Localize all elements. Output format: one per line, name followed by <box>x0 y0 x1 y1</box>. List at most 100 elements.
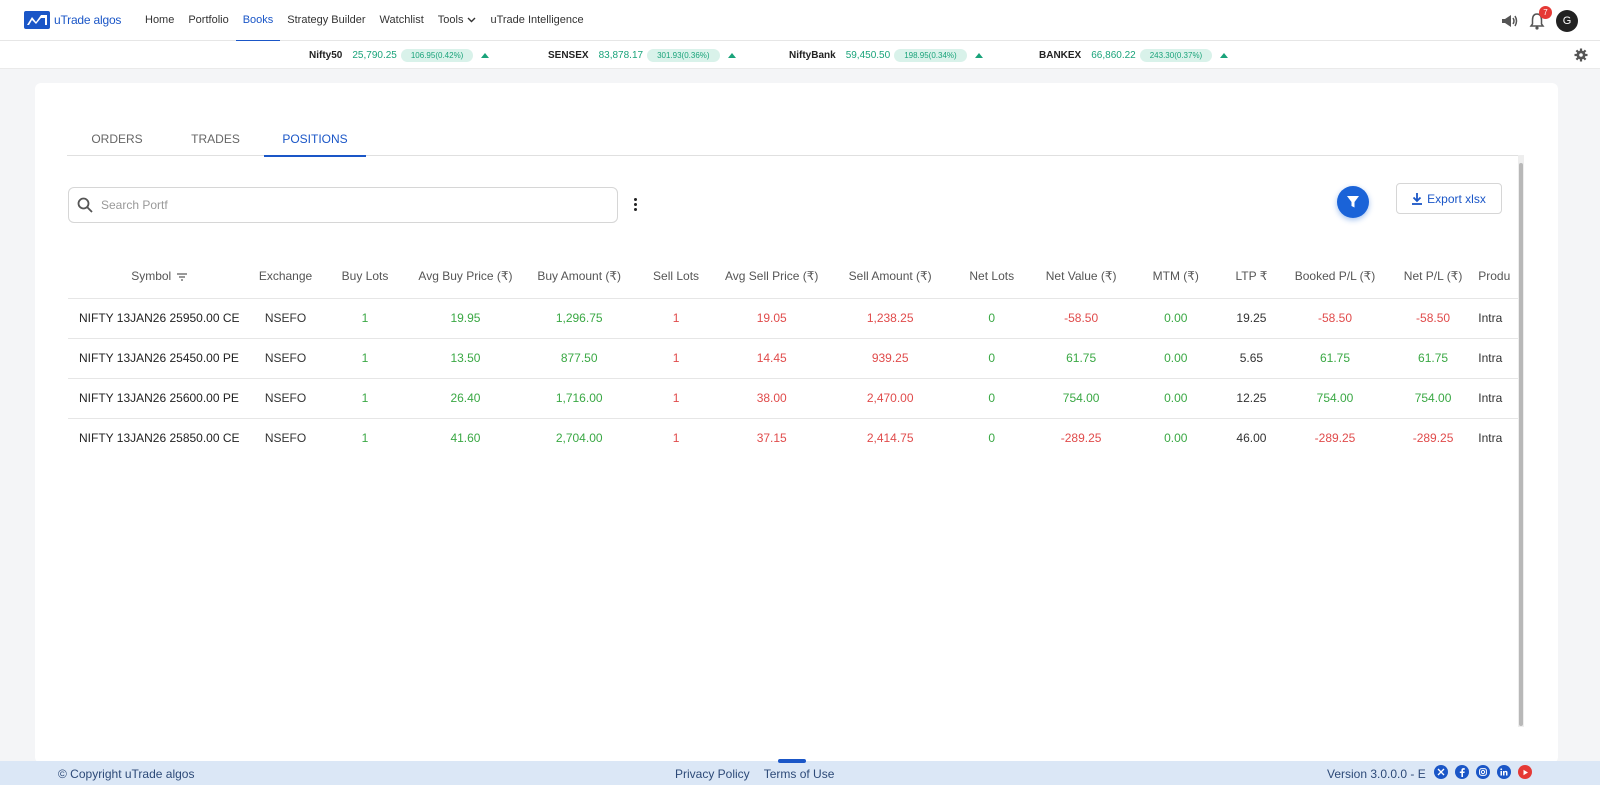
cell-net-value: 754.00 <box>1031 378 1131 419</box>
tab-positions[interactable]: POSITIONS <box>264 121 366 157</box>
search-input[interactable] <box>101 198 581 212</box>
nav-item-strategy-builder[interactable]: Strategy Builder <box>287 14 366 26</box>
instagram-icon[interactable] <box>1476 765 1490 779</box>
cell-avg-sell-price: 19.05 <box>715 298 829 339</box>
cell-buy-amount: 1,296.75 <box>521 298 637 339</box>
column-header-ltp[interactable]: LTP ₹ <box>1220 255 1283 299</box>
cell-sell-lots: 1 <box>636 338 716 379</box>
table-header-row: Symbol Exchange Buy Lots Avg Buy Price (… <box>68 255 1518 299</box>
cell-net-pl: -58.50 <box>1387 298 1479 339</box>
column-header-avg-buy-price[interactable]: Avg Buy Price (₹) <box>409 255 522 299</box>
gear-icon[interactable] <box>1574 48 1588 62</box>
youtube-icon[interactable] <box>1518 765 1532 779</box>
tab-trades[interactable]: TRADES <box>191 131 240 146</box>
nav-item-books[interactable]: Books <box>235 0 281 42</box>
cell-avg-buy-price: 13.50 <box>409 338 522 379</box>
privacy-policy-link[interactable]: Privacy Policy <box>675 767 750 781</box>
more-options-icon[interactable] <box>631 193 639 215</box>
table-row[interactable]: NIFTY 13JAN26 25850.00 CE NSEFO 1 41.60 … <box>68 418 1518 455</box>
cell-avg-buy-price: 19.95 <box>409 298 522 339</box>
copyright-text: © Copyright uTrade algos <box>58 767 195 781</box>
arrow-up-icon <box>974 52 983 58</box>
nav-item-utrade-intelligence[interactable]: uTrade Intelligence <box>490 14 584 26</box>
cell-net-lots: 0 <box>952 418 1032 455</box>
column-header-buy-lots[interactable]: Buy Lots <box>320 255 410 299</box>
cell-avg-sell-price: 37.15 <box>715 418 829 455</box>
ticker-item-niftybank[interactable]: NiftyBank 59,450.50 198.95(0.34%) <box>789 41 983 69</box>
cell-sell-lots: 1 <box>636 418 716 455</box>
table-row[interactable]: NIFTY 13JAN26 25450.00 PE NSEFO 1 13.50 … <box>68 338 1518 379</box>
column-header-buy-amount[interactable]: Buy Amount (₹) <box>521 255 637 299</box>
ticker-price: 25,790.25 <box>352 49 397 61</box>
footer-links: Privacy Policy Terms of Use <box>675 767 834 781</box>
avatar[interactable]: G <box>1556 9 1578 32</box>
ticker-change: 198.95(0.34%) <box>894 48 967 62</box>
notification-badge: 7 <box>1539 5 1552 19</box>
cell-ltp: 19.25 <box>1220 298 1283 339</box>
ticker-price: 66,860.22 <box>1091 49 1136 61</box>
column-header-mtm[interactable]: MTM (₹) <box>1130 255 1221 299</box>
facebook-icon[interactable] <box>1455 765 1469 779</box>
cell-product: Intra <box>1478 378 1518 419</box>
cell-sell-amount: 2,414.75 <box>828 418 953 455</box>
ticker-item-sensex[interactable]: SENSEX 83,878.17 301.93(0.36%) <box>548 41 736 69</box>
ticker-change: 106.95(0.42%) <box>400 48 474 62</box>
cell-sell-amount: 1,238.25 <box>828 298 953 339</box>
column-header-booked-pl[interactable]: Booked P/L (₹) <box>1282 255 1388 299</box>
nav-item-portfolio[interactable]: Portfolio <box>188 14 229 26</box>
sort-icon[interactable] <box>177 273 188 281</box>
linkedin-icon[interactable] <box>1497 765 1511 779</box>
cell-booked-pl: 61.75 <box>1282 338 1388 379</box>
ticker-name: Nifty50 <box>309 49 343 61</box>
logo-icon <box>24 11 50 29</box>
filter-button[interactable] <box>1337 186 1369 218</box>
cell-ltp: 46.00 <box>1220 418 1283 455</box>
ticker-price: 83,878.17 <box>598 49 644 61</box>
cell-buy-amount: 877.50 <box>521 338 637 379</box>
cell-product: Intra <box>1478 418 1518 455</box>
books-card: ORDERS TRADES POSITIONS Export xlsx Symb… <box>35 83 1558 763</box>
x-icon[interactable] <box>1434 765 1448 779</box>
column-header-net-pl[interactable]: Net P/L (₹) <box>1387 255 1479 299</box>
column-header-net-value[interactable]: Net Value (₹) <box>1031 255 1131 299</box>
cell-exchange: NSEFO <box>250 378 321 419</box>
nav-item-home[interactable]: Home <box>145 14 175 26</box>
terms-of-use-link[interactable]: Terms of Use <box>763 767 835 781</box>
search-field <box>68 187 618 223</box>
cell-ltp: 12.25 <box>1220 378 1283 419</box>
column-header-product[interactable]: Produ <box>1478 255 1518 299</box>
nav-item-watchlist[interactable]: Watchlist <box>379 14 424 26</box>
cell-sell-amount: 2,470.00 <box>828 378 953 419</box>
cell-net-pl: 61.75 <box>1387 338 1479 379</box>
cell-avg-sell-price: 38.00 <box>715 378 829 419</box>
table-row[interactable]: NIFTY 13JAN26 25950.00 CE NSEFO 1 19.95 … <box>68 298 1518 339</box>
ticker-price: 59,450.50 <box>845 49 891 61</box>
export-xlsx-button[interactable]: Export xlsx <box>1396 183 1502 214</box>
notification-bell-icon[interactable]: 7 <box>1528 5 1552 30</box>
table-row[interactable]: NIFTY 13JAN26 25600.00 PE NSEFO 1 26.40 … <box>68 378 1518 419</box>
column-header-net-lots[interactable]: Net Lots <box>952 255 1032 299</box>
announcement-icon[interactable] <box>1500 12 1518 30</box>
nav-actions: 7 G <box>1500 0 1578 41</box>
column-header-sell-amount[interactable]: Sell Amount (₹) <box>828 255 953 299</box>
cell-booked-pl: 754.00 <box>1282 378 1388 419</box>
column-header-symbol[interactable]: Symbol <box>68 255 251 299</box>
column-header-exchange[interactable]: Exchange <box>250 255 321 299</box>
top-navbar: uTrade algos Home Portfolio Books Strate… <box>0 0 1600 42</box>
ticker-item-bankex[interactable]: BANKEX 66,860.22 243.30(0.37%) <box>1039 41 1229 69</box>
arrow-up-icon <box>481 52 490 58</box>
cell-buy-amount: 1,716.00 <box>521 378 637 419</box>
tab-orders[interactable]: ORDERS <box>91 131 143 146</box>
ticker-item-nifty50[interactable]: Nifty50 25,790.25 106.95(0.42%) <box>309 41 490 69</box>
cell-avg-buy-price: 41.60 <box>409 418 522 455</box>
column-header-avg-sell-price[interactable]: Avg Sell Price (₹) <box>715 255 829 299</box>
column-header-sell-lots[interactable]: Sell Lots <box>636 255 716 299</box>
cell-symbol: NIFTY 13JAN26 25950.00 CE <box>68 298 251 339</box>
cell-buy-lots: 1 <box>320 418 410 455</box>
cell-product: Intra <box>1478 298 1518 339</box>
footer-handle[interactable] <box>778 759 806 763</box>
vertical-scrollbar-thumb[interactable] <box>1519 163 1523 726</box>
logo[interactable]: uTrade algos <box>24 11 124 29</box>
chevron-down-icon <box>467 17 476 23</box>
nav-item-tools[interactable]: Tools <box>431 0 484 41</box>
